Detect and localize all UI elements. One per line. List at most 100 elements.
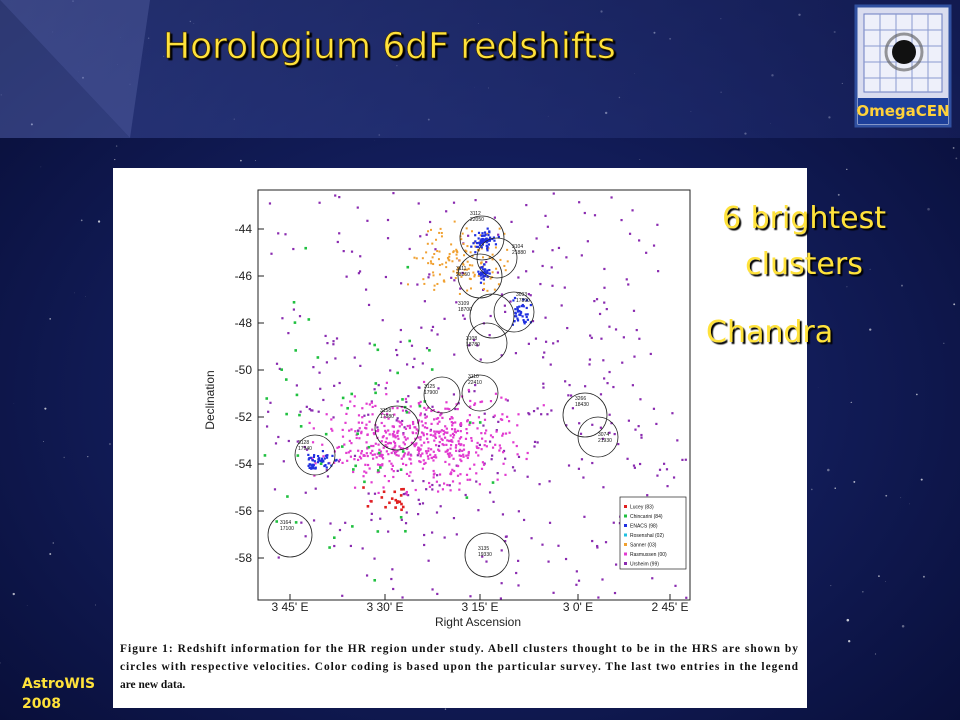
point [477,237,480,240]
point [480,437,484,440]
point [362,486,365,489]
point [371,453,374,457]
point [326,342,329,345]
point [445,431,448,434]
point [417,449,421,453]
point [427,262,430,265]
star [26,604,28,606]
point [365,441,368,444]
point [274,442,278,445]
cluster-name: 3074 [598,432,609,438]
point [473,273,476,276]
point [655,422,658,426]
star [869,268,871,271]
point [448,252,451,255]
legend-label: Ursheim (99) [630,562,659,568]
point [377,384,380,387]
point [656,474,659,477]
legend-swatch [624,505,627,508]
point [488,268,491,272]
point [431,531,434,534]
point [473,403,476,407]
point [438,435,441,438]
point [451,440,454,443]
point [467,388,470,392]
point [293,321,297,324]
point [326,454,329,457]
point [450,471,453,474]
cluster-name: 3266 [575,396,586,402]
point [409,405,412,408]
point [310,464,313,467]
point [479,281,483,284]
point [367,303,371,307]
point [468,421,472,424]
point [399,328,402,332]
point [457,442,461,445]
point [471,264,474,267]
point [455,250,458,253]
point [381,464,384,467]
y-tick-label: -52 [235,410,253,424]
point [484,233,487,236]
legend-swatch [624,514,627,518]
point [579,432,583,435]
point [533,445,536,448]
point [652,407,656,410]
point [391,447,394,450]
star [952,147,955,149]
point [431,242,434,245]
point [393,413,396,416]
point [538,483,541,486]
cluster-name: 3108 [466,336,477,342]
point [312,467,315,470]
caption-line: circles with respective velocities. Colo… [120,661,799,673]
point [478,443,481,447]
point [402,441,405,444]
point [431,588,434,591]
point [453,220,456,223]
point [516,317,519,320]
point [455,449,458,452]
point [353,458,356,461]
x-tick-label: 2 45' E [652,600,689,614]
point [480,467,484,470]
point [452,436,455,439]
point [486,269,489,272]
point [322,455,325,458]
point [333,544,336,548]
point [486,227,489,230]
point [452,201,456,204]
point [403,452,406,455]
point [475,245,478,248]
point [474,383,477,387]
point [380,440,383,443]
point [373,492,377,495]
star [955,157,958,160]
point [465,473,469,476]
point [480,277,483,280]
point [277,435,280,439]
point [407,494,410,497]
star [240,159,242,162]
point [263,454,267,457]
point [425,433,429,436]
point [352,468,355,471]
point [432,459,435,462]
point [408,457,411,460]
point [496,472,499,475]
point [450,439,453,442]
point [401,419,404,423]
point [524,320,527,323]
point [321,449,325,453]
star [846,618,850,622]
point [434,454,437,457]
point [651,577,654,580]
point [390,462,393,465]
point [479,239,483,242]
point [436,282,439,285]
point [317,410,320,413]
point [363,470,366,473]
point [428,348,431,352]
point [512,441,515,444]
